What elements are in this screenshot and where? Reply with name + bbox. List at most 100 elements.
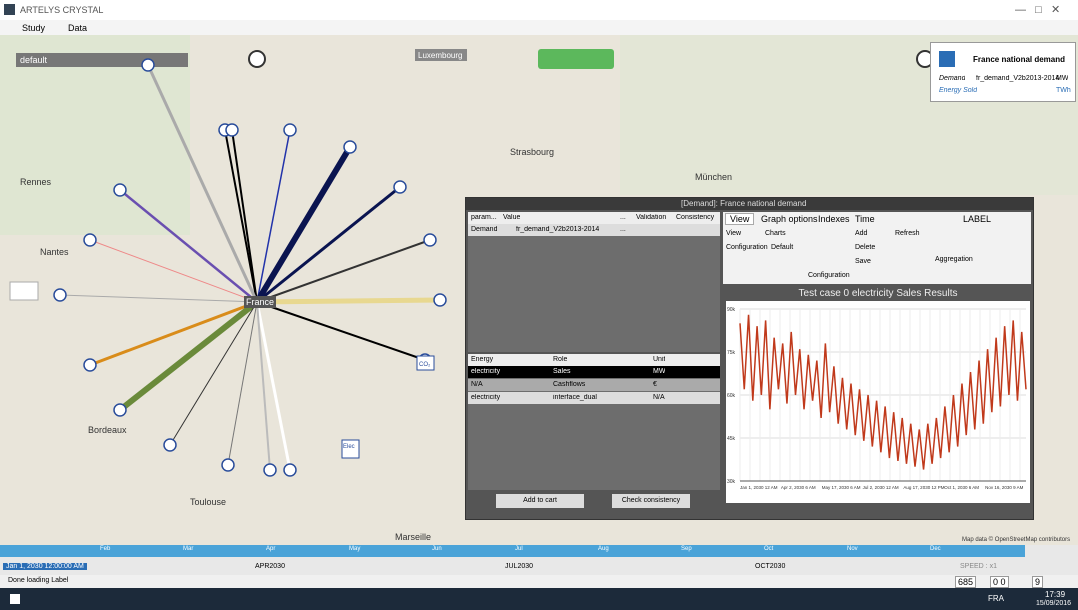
- month-label: Oct: [764, 546, 774, 552]
- taskbar: FRA 17:39 15/09/2016: [0, 588, 1078, 610]
- tab[interactable]: Indexes: [818, 214, 850, 224]
- month-label: Sep: [681, 546, 692, 552]
- quarter-label: APR2030: [255, 563, 285, 570]
- node[interactable]: [393, 180, 407, 194]
- app-icon: [4, 4, 15, 15]
- header-cell: Role: [553, 356, 568, 363]
- node[interactable]: [141, 58, 155, 72]
- node[interactable]: [263, 463, 277, 477]
- info-cell: MW: [1056, 75, 1069, 82]
- node[interactable]: [433, 293, 447, 307]
- node[interactable]: [343, 140, 357, 154]
- link: [256, 297, 441, 305]
- cell: Cashflows: [553, 381, 586, 388]
- tab[interactable]: LABEL: [963, 214, 992, 224]
- action[interactable]: Refresh: [895, 230, 920, 237]
- field-value[interactable]: Default: [771, 244, 794, 251]
- city-label: Bordeaux: [88, 425, 127, 435]
- y-tick-label: 60k: [727, 393, 736, 399]
- header-cell: Validation: [636, 214, 667, 221]
- node[interactable]: [225, 123, 239, 137]
- menu-item[interactable]: Data: [68, 23, 88, 33]
- table-row[interactable]: [468, 366, 720, 378]
- node[interactable]: [113, 403, 127, 417]
- back-button[interactable]: [248, 50, 266, 68]
- header-cell: Energy: [471, 356, 494, 363]
- node[interactable]: [416, 355, 435, 371]
- counter: 685: [955, 576, 977, 588]
- month-label: Feb: [100, 546, 111, 552]
- header-cell: param...: [471, 214, 497, 221]
- cell: fr_demand_V2b2013-2014: [516, 226, 600, 233]
- node[interactable]: [83, 358, 97, 372]
- link: [89, 239, 258, 303]
- cell: electricity: [471, 394, 501, 401]
- action[interactable]: Delete: [855, 244, 876, 251]
- scenario-value: default: [20, 55, 48, 65]
- table-row[interactable]: [468, 224, 720, 236]
- zoom-button[interactable]: [9, 281, 39, 301]
- link: [256, 129, 291, 303]
- ribbon: View Graph options Indexes Time LABEL Vi…: [723, 212, 1031, 284]
- action[interactable]: Save: [855, 258, 871, 265]
- action[interactable]: Aggregation: [935, 256, 973, 263]
- cell: ...: [620, 226, 626, 233]
- city-label: Rennes: [20, 177, 52, 187]
- info-cell: Energy Sold: [939, 87, 978, 94]
- field-value[interactable]: Charts: [765, 230, 786, 237]
- header-cell: Consistency: [676, 214, 715, 221]
- month-label: Nov: [847, 546, 858, 552]
- month-label: May: [349, 546, 361, 552]
- node-label: Elec: [343, 444, 355, 450]
- header-cell: ...: [620, 214, 626, 221]
- node[interactable]: [221, 458, 235, 472]
- window-title: ARTELYS CRYSTAL: [20, 5, 104, 15]
- menu-item[interactable]: Study: [22, 23, 46, 33]
- link: [256, 301, 271, 471]
- x-tick-label: Aug 17, 2030 12 PM: [903, 485, 944, 490]
- cell: N/A: [653, 394, 665, 401]
- dialog: [Demand]: France national demand param..…: [465, 197, 1034, 520]
- month-label: Mar: [183, 546, 194, 552]
- month-label: Aug: [598, 546, 609, 552]
- tab[interactable]: Graph options: [761, 214, 818, 224]
- node[interactable]: [83, 233, 97, 247]
- status-text: Done loading Label: [8, 577, 69, 584]
- x-tick-label: Nov 16, 2030 9 AM: [985, 485, 1024, 490]
- counter: 0 0: [990, 576, 1009, 588]
- node[interactable]: [341, 439, 360, 459]
- node[interactable]: [283, 463, 297, 477]
- tab[interactable]: View: [725, 213, 755, 225]
- window-controls[interactable]: — □ ✕: [1015, 4, 1061, 16]
- y-tick-label: 75k: [727, 350, 736, 356]
- x-tick-label: May 17, 2030 6 AM: [822, 485, 861, 490]
- node[interactable]: [53, 288, 67, 302]
- cell: N/A: [471, 381, 483, 388]
- button[interactable]: Check consistency: [612, 494, 690, 508]
- table-header: [468, 354, 720, 366]
- cell: interface_dual: [553, 394, 597, 401]
- node[interactable]: [113, 183, 127, 197]
- node[interactable]: [163, 438, 177, 452]
- table-row[interactable]: [468, 379, 720, 391]
- chart: 30k 45k 60k 75k 90k Jan 1, 2030 12 AM Apr 2, 2…: [726, 301, 1030, 503]
- start-button[interactable]: [10, 594, 20, 604]
- button[interactable]: Add to cart: [496, 494, 584, 508]
- country-label: France: [246, 297, 274, 307]
- timeline-bar[interactable]: [0, 545, 1025, 557]
- table-row[interactable]: [468, 392, 720, 404]
- timeline: Jan 1, 2030 12:00:00 AM APR2030 JUL2030 …: [0, 545, 1078, 575]
- region-tag: [415, 49, 467, 61]
- tab[interactable]: Time: [855, 214, 875, 224]
- node[interactable]: [283, 123, 297, 137]
- city-label: Marseille: [395, 532, 431, 542]
- month-label: Apr: [266, 546, 276, 552]
- link: [255, 301, 292, 471]
- info-title: France national demand: [973, 55, 1066, 64]
- menu-bar: Study Data: [0, 20, 1078, 35]
- field-label: Configuration: [726, 244, 768, 251]
- node[interactable]: [423, 233, 437, 247]
- action[interactable]: Add: [855, 230, 868, 237]
- status-bar: Done loading Label 685 0 0 9: [0, 575, 1078, 588]
- info-cell: TWh: [1056, 87, 1071, 94]
